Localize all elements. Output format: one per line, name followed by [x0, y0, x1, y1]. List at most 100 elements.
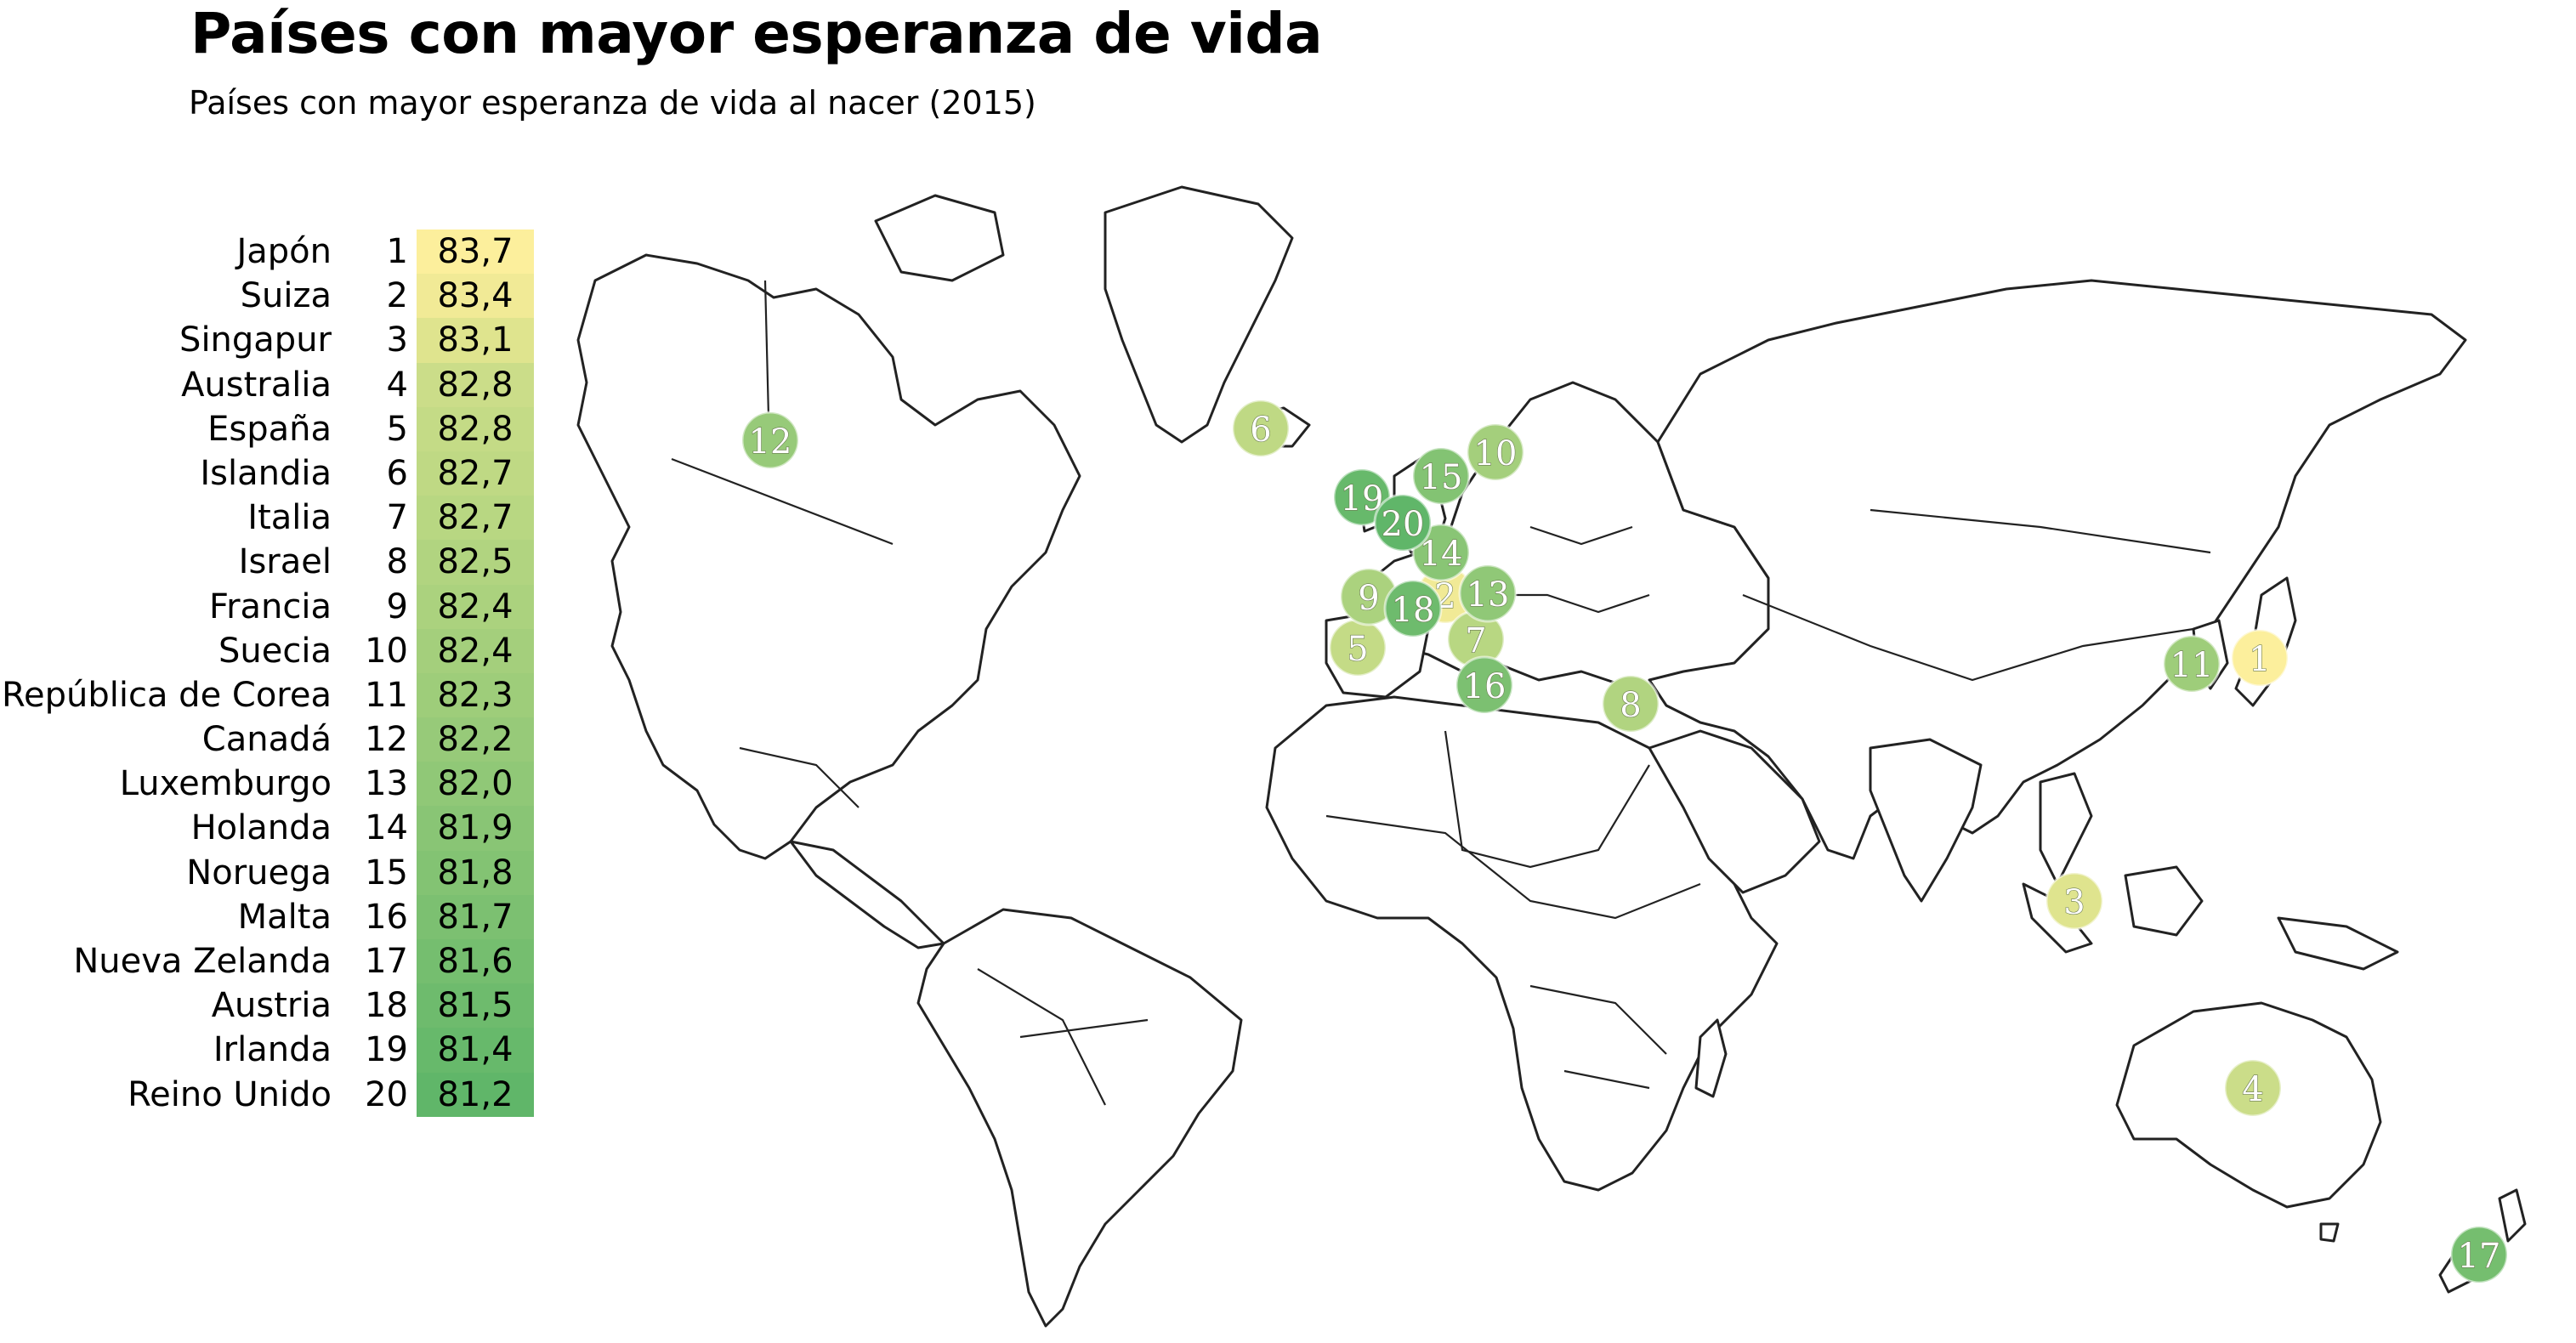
rank-number: 12	[365, 720, 408, 760]
rank-marker-label: 7	[1465, 621, 1486, 660]
north-america-land	[576, 253, 1081, 860]
country-name: Singapur	[179, 320, 332, 360]
life-expectancy-value: 83,4	[417, 274, 534, 319]
tasmania-land	[2319, 1222, 2340, 1243]
rank-marker-9: 9	[1339, 567, 1399, 626]
africa-borders-north	[1444, 730, 1650, 869]
rank-marker-circle	[2230, 628, 2289, 688]
south-america-borders	[977, 968, 1149, 1106]
rank-marker-label: 15	[1420, 458, 1463, 497]
life-expectancy-value: 81,5	[417, 983, 534, 1028]
ranking-row: Luxemburgo 13 82,0	[0, 762, 544, 807]
country-borders	[671, 280, 2211, 1106]
country-name: Francia	[208, 586, 332, 626]
life-expectancy-value: 81,6	[417, 939, 534, 984]
ranking-row: Suecia 10 82,4	[0, 628, 544, 673]
life-expectancy-value: 82,7	[417, 450, 534, 496]
life-expectancy-value: 82,8	[417, 406, 534, 451]
ranking-row: República de Corea 11 82,3	[0, 672, 544, 718]
rank-marker-10: 10	[1466, 422, 1525, 482]
rank-number: 8	[386, 542, 408, 582]
rank-number: 20	[365, 1074, 408, 1114]
africa-land	[1265, 695, 1779, 1192]
rank-number: 4	[386, 365, 408, 405]
country-name: Nueva Zelanda	[73, 942, 332, 981]
arctic-islands-land	[874, 194, 1005, 282]
life-expectancy-value: 82,8	[417, 362, 534, 407]
ranking-row: Francia 9 82,4	[0, 584, 544, 629]
country-name: Luxemburgo	[119, 764, 332, 804]
country-name: Canadá	[201, 720, 332, 760]
life-expectancy-value: 82,4	[417, 584, 534, 629]
rank-number: 16	[365, 897, 408, 937]
rank-marker-13: 13	[1458, 564, 1518, 623]
rank-marker-label: 6	[1250, 411, 1271, 450]
country-name: Irlanda	[213, 1030, 332, 1070]
life-expectancy-value: 83,1	[417, 318, 534, 363]
south-america-land	[916, 908, 1243, 1328]
rank-number: 2	[386, 276, 408, 316]
ranking-row: Reino Unido 20 81,2	[0, 1072, 544, 1117]
india-land	[1869, 738, 1983, 903]
rank-marker-16: 16	[1455, 655, 1514, 715]
rank-marker-11: 11	[2162, 634, 2221, 694]
country-name: Israel	[238, 542, 332, 582]
rank-marker-label: 11	[2170, 646, 2214, 685]
ranking-row: Noruega 15 81,8	[0, 850, 544, 895]
rank-number: 9	[386, 586, 408, 626]
rank-number: 11	[365, 675, 408, 715]
rank-number: 3	[386, 320, 408, 360]
southeast-asia-land	[2039, 772, 2093, 886]
rank-marker-circle	[1383, 579, 1443, 638]
rank-marker-12: 12	[740, 411, 800, 470]
rank-marker-circle	[2223, 1058, 2283, 1118]
rank-marker-7: 7	[1446, 609, 1506, 669]
rank-marker-label: 9	[1358, 579, 1379, 618]
rank-number: 13	[365, 764, 408, 804]
rank-marker-label: 1	[2249, 640, 2270, 679]
country-name: Suiza	[240, 276, 332, 316]
rank-marker-circle	[1411, 446, 1471, 506]
rank-marker-label: 4	[2242, 1070, 2263, 1109]
rank-marker-8: 8	[1601, 674, 1660, 734]
ranking-row: Islandia 6 82,7	[0, 450, 544, 496]
ranking-row: Suiza 2 83,4	[0, 274, 544, 319]
rank-marker-circle	[1455, 655, 1514, 715]
country-name: Malta	[237, 897, 332, 937]
rank-number: 1	[386, 232, 408, 271]
landmasses	[576, 185, 2527, 1328]
life-expectancy-value: 82,4	[417, 628, 534, 673]
life-expectancy-value: 83,7	[417, 230, 534, 275]
borneo-land	[2124, 865, 2204, 937]
rank-marker-1: 1	[2230, 628, 2289, 688]
country-name: Holanda	[190, 808, 332, 848]
rank-number: 18	[365, 986, 408, 1026]
life-expectancy-value: 82,2	[417, 717, 534, 762]
country-name: Japón	[236, 232, 332, 271]
life-expectancy-value: 81,8	[417, 850, 534, 895]
ranking-row: Austria 18 81,5	[0, 983, 544, 1028]
asia-borders-central	[1742, 593, 2194, 682]
country-name: Australia	[181, 365, 332, 405]
rank-marker-circle	[1466, 422, 1525, 482]
rank-marker-label: 5	[1347, 630, 1368, 669]
rank-marker-circle	[2045, 871, 2104, 931]
us-canada-border	[671, 457, 894, 546]
country-name: Suecia	[218, 631, 332, 671]
rank-marker-6: 6	[1231, 399, 1291, 458]
life-expectancy-value: 82,7	[417, 496, 534, 541]
rank-marker-circle	[1601, 674, 1660, 734]
rank-marker-label: 8	[1620, 686, 1641, 725]
arabia-land	[1648, 729, 1821, 894]
life-expectancy-value: 82,3	[417, 672, 534, 718]
ranking-row: Singapur 3 83,1	[0, 318, 544, 363]
country-name: Italia	[247, 498, 332, 538]
country-name: Noruega	[186, 853, 332, 892]
country-name: Austria	[211, 986, 332, 1026]
rank-marker-label: 3	[2063, 883, 2085, 922]
country-name: España	[207, 409, 332, 449]
country-name: Islandia	[200, 453, 332, 493]
ranking-row: Canadá 12 82,2	[0, 717, 544, 762]
